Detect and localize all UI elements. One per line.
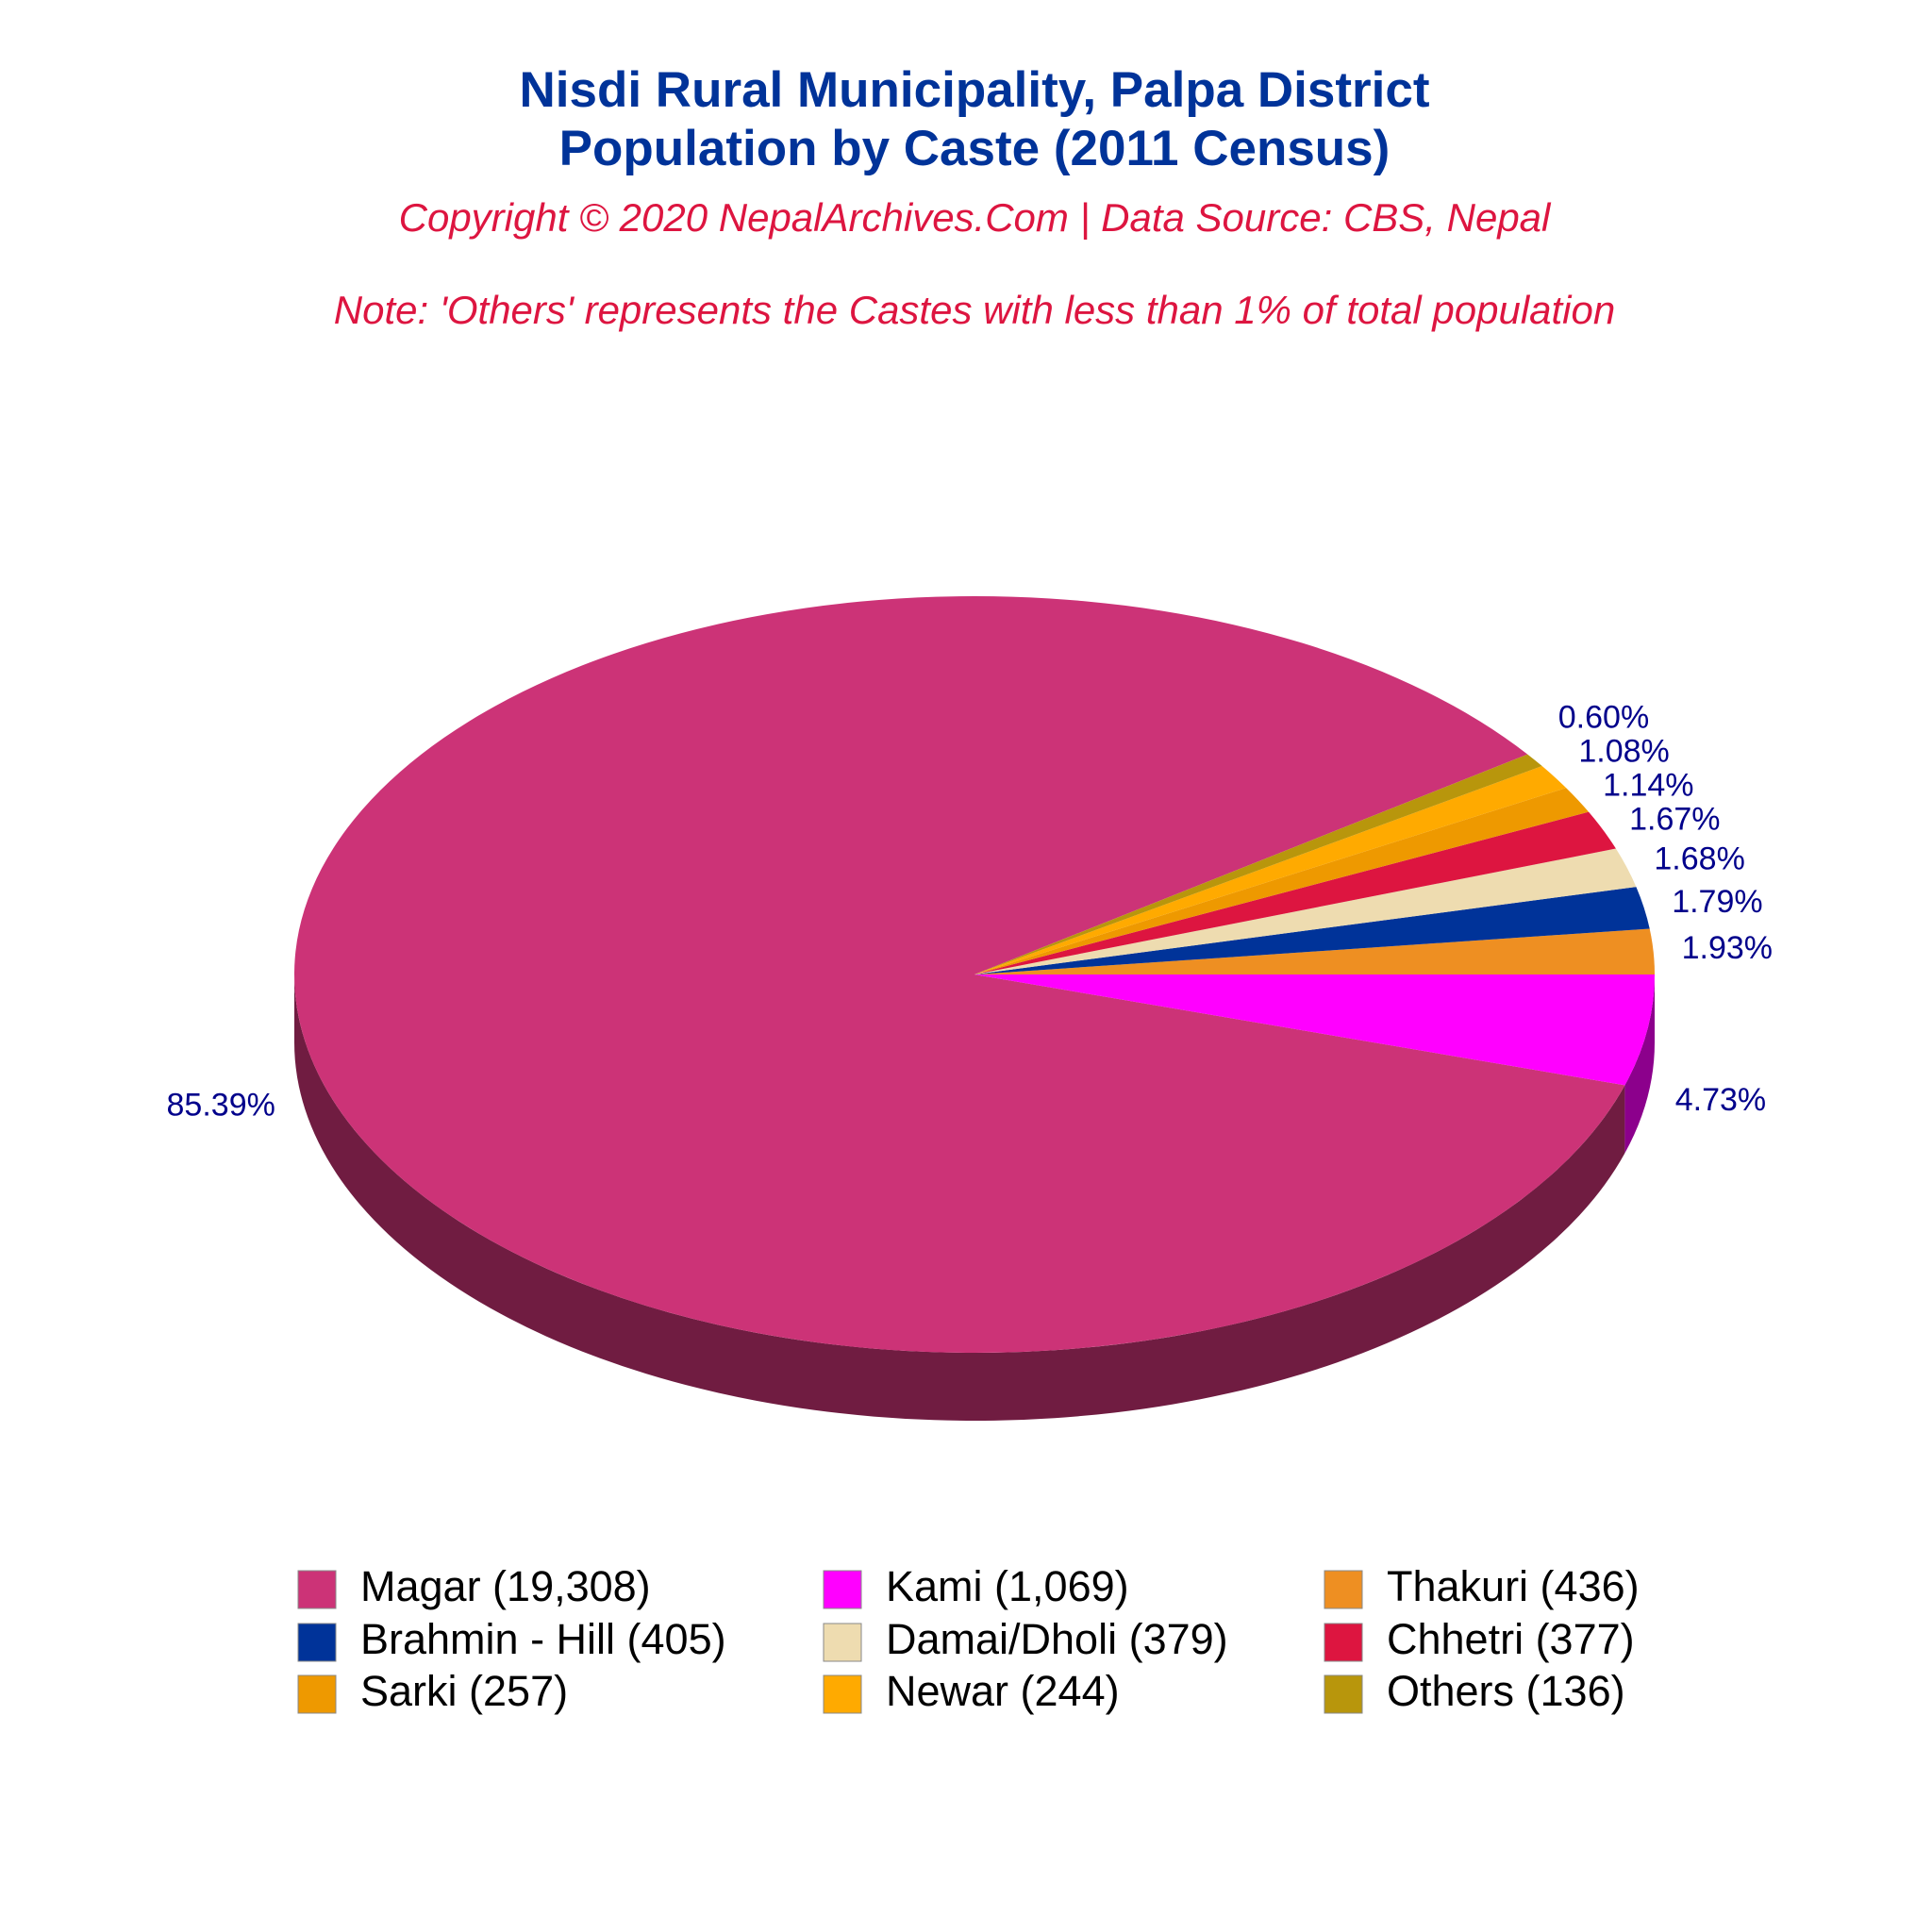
pie-slice [974, 766, 1567, 974]
pie-slice [293, 596, 1625, 1353]
pie-side [1624, 974, 1655, 1154]
legend-swatch [823, 1674, 862, 1714]
pie-labels: 85.39% 4.73% 1.93% 1.79% 1.68% 1.67%1.14%1.08… [167, 699, 1774, 1123]
legend-swatch [823, 1623, 862, 1662]
pie-sides [294, 974, 1655, 1422]
data-label: 1.08% [1578, 733, 1669, 769]
legend-label: Brahmin - Hill (405) [360, 1615, 726, 1663]
data-label: 1.68% [1654, 841, 1744, 877]
legend-label: Chhetri (377) [1387, 1615, 1635, 1663]
legend-swatch [297, 1674, 337, 1714]
pie-side [294, 974, 1625, 1422]
legend-label: Others (136) [1387, 1667, 1625, 1715]
legend-label: Kami (1,069) [886, 1562, 1129, 1610]
data-label: 1.93% [1682, 930, 1773, 966]
pie-tops [293, 596, 1655, 1353]
source-note: Copyright © 2020 NepalArchives.Com | Dat… [399, 195, 1552, 241]
legend-label: Newar (244) [886, 1667, 1120, 1715]
pie-slice [974, 754, 1542, 974]
legend-swatch [1324, 1674, 1363, 1714]
legend-swatch [823, 1570, 862, 1609]
legend: Magar (19,308) Kami (1,069) Thakuri (436) B… [297, 1562, 1640, 1715]
pie-slice [974, 887, 1650, 974]
data-label: 1.14% [1603, 767, 1693, 803]
chart-subtitle: Population by Caste (2011 Census) [559, 121, 1391, 176]
pie-slice [974, 788, 1590, 974]
data-label: 0.60% [1558, 699, 1649, 735]
data-label: 1.67% [1629, 801, 1720, 837]
legend-swatch [297, 1623, 337, 1662]
pie-slice [974, 811, 1616, 974]
legend-swatch [1324, 1623, 1363, 1662]
note: Note: 'Others' represents the Castes wit… [334, 288, 1615, 332]
data-label: 1.79% [1672, 884, 1762, 920]
chart-title: Nisdi Rural Municipality, Palpa District [520, 62, 1430, 118]
data-label: 85.39% [167, 1088, 275, 1124]
pie-slice [974, 848, 1637, 974]
legend-label: Thakuri (436) [1387, 1562, 1640, 1610]
data-label: 4.73% [1675, 1082, 1766, 1118]
legend-label: Damai/Dholi (379) [886, 1615, 1228, 1663]
legend-label: Sarki (257) [360, 1667, 568, 1715]
legend-swatch [297, 1570, 337, 1609]
pie-slice [974, 928, 1655, 974]
legend-label: Magar (19,308) [360, 1562, 651, 1610]
pie-slice [974, 974, 1655, 1086]
legend-swatch [1324, 1570, 1363, 1609]
